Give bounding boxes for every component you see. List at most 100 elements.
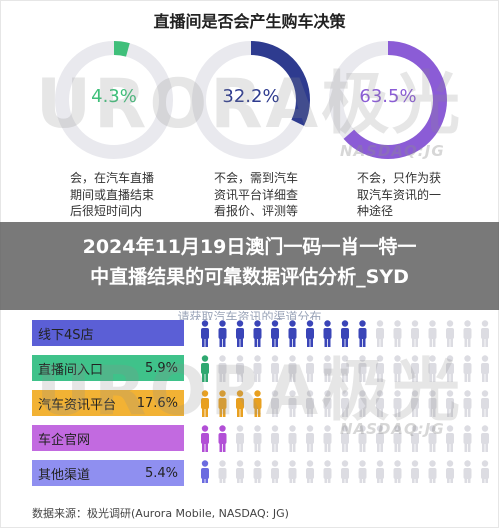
person-icon bbox=[393, 425, 402, 452]
person-icon bbox=[428, 460, 437, 483]
person-icon bbox=[428, 355, 437, 382]
person-icon bbox=[323, 425, 332, 452]
person-icon bbox=[253, 425, 262, 452]
watermark-nasdaq-top: NASDAQ:JG bbox=[340, 142, 445, 160]
person-icon bbox=[236, 425, 244, 452]
person-icon bbox=[253, 460, 262, 483]
person-icon bbox=[411, 355, 419, 382]
person-icon bbox=[271, 390, 279, 417]
section-subtitle: 请获取汽车资讯的渠道分布 bbox=[177, 310, 322, 320]
person-icon bbox=[463, 460, 472, 483]
person-icon bbox=[428, 425, 437, 452]
person-icon bbox=[393, 320, 402, 347]
person-icon bbox=[341, 390, 349, 417]
person-icon bbox=[411, 460, 419, 483]
person-icon bbox=[323, 355, 332, 382]
overlay-line-1: 2024年11月19日澳门一码一肖一特一 bbox=[82, 236, 417, 258]
person-icon bbox=[218, 460, 227, 483]
person-icon bbox=[463, 390, 472, 417]
person-icon bbox=[341, 320, 349, 347]
channel-bar-value: 5.4% bbox=[144, 465, 178, 481]
donut-caption-2: 不会，需到汽车 资讯平台详细查 看报价、评测等 bbox=[214, 170, 338, 220]
person-icon bbox=[201, 320, 209, 347]
person-icon bbox=[376, 425, 384, 452]
person-icon bbox=[481, 390, 489, 417]
person-icon bbox=[481, 460, 489, 483]
person-icon bbox=[446, 460, 454, 483]
person-icon bbox=[463, 355, 472, 382]
caption-line: 资讯平台详细查 bbox=[214, 187, 299, 202]
channel-bar: 线下4S店 bbox=[32, 320, 184, 346]
people-pictogram bbox=[201, 320, 489, 483]
person-icon bbox=[376, 390, 384, 417]
person-icon bbox=[358, 425, 367, 452]
person-icon bbox=[253, 355, 262, 382]
donut-value-2: 32.2% bbox=[222, 86, 280, 107]
person-icon bbox=[463, 425, 472, 452]
channel-bar: 汽车资讯平台 17.6% bbox=[32, 390, 184, 416]
channel-bar: 直播间入口 5.9% bbox=[32, 355, 184, 381]
person-icon bbox=[201, 355, 209, 382]
donut-arc-3 bbox=[329, 41, 447, 159]
caption-line: 取汽车资讯的一 bbox=[357, 187, 442, 202]
donut-value-1: 4.3% bbox=[91, 86, 137, 107]
watermark-nasdaq-bottom: NASDAQ:JG bbox=[340, 420, 445, 438]
person-icon bbox=[236, 390, 244, 417]
person-icon bbox=[271, 320, 279, 347]
person-icon bbox=[306, 425, 314, 452]
caption-line: 期间或直播结束 bbox=[70, 187, 155, 202]
person-icon bbox=[393, 390, 402, 417]
person-icon bbox=[411, 390, 419, 417]
channel-bar: 其他渠道 5.4% bbox=[32, 460, 184, 486]
person-icon bbox=[411, 425, 419, 452]
channel-bar-label: 车企官网 bbox=[38, 432, 91, 448]
person-icon bbox=[481, 320, 489, 347]
person-icon bbox=[306, 390, 314, 417]
page-title: 直播间是否会产生购车决策 bbox=[153, 12, 346, 31]
overlay-line-2: 中直播结果的可靠数据评估分析_SYD bbox=[90, 266, 409, 288]
donut-chart-2 bbox=[192, 41, 310, 159]
donut-chart-3 bbox=[329, 41, 447, 159]
person-icon bbox=[271, 425, 279, 452]
person-icon bbox=[341, 425, 349, 452]
person-icon bbox=[253, 320, 262, 347]
person-icon bbox=[358, 320, 367, 347]
person-icon bbox=[201, 425, 209, 452]
person-icon bbox=[376, 320, 384, 347]
person-icon bbox=[393, 460, 402, 483]
overlay-banner-text: 2024年11月19日澳门一码一肖一特一 中直播结果的可靠数据评估分析_SYD bbox=[10, 232, 489, 292]
person-icon bbox=[201, 390, 209, 417]
person-icon bbox=[271, 355, 279, 382]
person-icon bbox=[376, 355, 384, 382]
person-icon bbox=[358, 390, 367, 417]
caption-line: 会，在汽车直播 bbox=[70, 171, 155, 185]
person-icon bbox=[218, 320, 227, 347]
source-footer: 数据来源：极光调研(Aurora Mobile, NASDAQ: JG) bbox=[32, 507, 289, 520]
person-icon bbox=[446, 425, 454, 452]
channel-bar-label: 直播间入口 bbox=[38, 362, 104, 378]
person-icon bbox=[481, 355, 489, 382]
caption-line: 不会，只作为获 bbox=[357, 171, 442, 185]
person-icon bbox=[218, 355, 227, 382]
donut-arc-1 bbox=[55, 41, 173, 159]
person-icon bbox=[253, 390, 262, 417]
person-icon bbox=[446, 320, 454, 347]
person-icon bbox=[341, 460, 349, 483]
channel-bar-value: 5.9% bbox=[144, 360, 178, 376]
person-icon bbox=[288, 460, 297, 483]
person-icon bbox=[288, 390, 297, 417]
person-icon bbox=[393, 355, 402, 382]
person-icon bbox=[218, 390, 227, 417]
person-icon bbox=[358, 460, 367, 483]
person-icon bbox=[236, 355, 244, 382]
person-icon bbox=[341, 355, 349, 382]
person-icon bbox=[288, 320, 297, 347]
donut-chart-1 bbox=[55, 41, 173, 159]
caption-line: 不会，需到汽车 bbox=[214, 171, 299, 185]
person-icon bbox=[463, 320, 472, 347]
channel-bar: 车企官网 bbox=[32, 425, 184, 451]
person-icon bbox=[218, 425, 227, 452]
channel-bar-label: 汽车资讯平台 bbox=[38, 397, 117, 413]
person-icon bbox=[323, 320, 332, 347]
caption-line: 种途径 bbox=[357, 204, 394, 218]
